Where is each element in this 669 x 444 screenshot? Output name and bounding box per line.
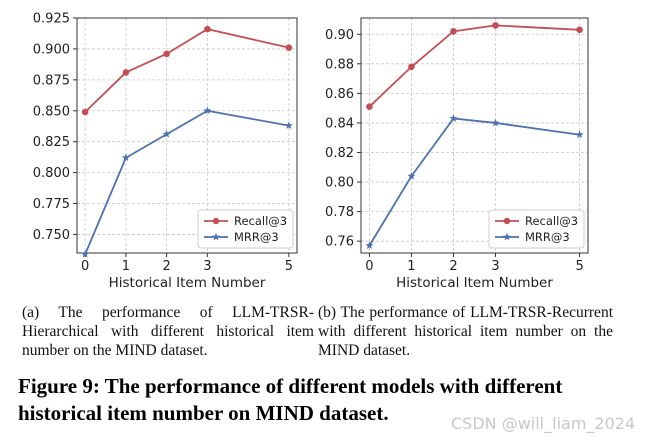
y-tick-label: 0.775 <box>33 197 70 212</box>
data-point-mrr3 <box>81 250 90 258</box>
data-point-recall3 <box>450 28 457 35</box>
legend-box <box>197 209 294 249</box>
data-point-mrr3 <box>365 241 374 250</box>
y-tick-label: 0.82 <box>325 146 354 161</box>
legend-label: MRR@3 <box>234 230 279 244</box>
data-point-mrr3 <box>491 118 500 127</box>
legend-label: MRR@3 <box>525 230 570 244</box>
data-point-mrr3 <box>203 106 212 115</box>
legend-marker <box>503 217 511 225</box>
data-point-recall3 <box>163 50 170 58</box>
subcaption-b: (b) The performance of LLM-TRSR-Recurren… <box>318 304 613 359</box>
data-point-mrr3 <box>284 121 293 129</box>
y-tick-label: 0.800 <box>33 166 70 181</box>
x-tick-label: 5 <box>575 259 583 274</box>
legend-label: Recall@3 <box>234 214 287 228</box>
legend-label: Recall@3 <box>525 214 578 228</box>
y-tick-label: 0.850 <box>33 104 70 119</box>
data-point-recall3 <box>204 25 211 33</box>
data-point-recall3 <box>408 63 415 71</box>
data-point-mrr3 <box>162 130 171 138</box>
chart-a: 0.750 0.775 0.800 0.825 0.850 0.875 0.900 0.925… <box>33 12 298 291</box>
data-point-mrr3 <box>575 130 584 139</box>
figure-caption: Figure 9: The performance of different m… <box>18 374 563 425</box>
plot-frame <box>360 17 589 254</box>
figure-charts: 0.7500.7750.8000.8250.8500.8750.9000.925… <box>33 12 589 291</box>
y-tick-label: 0.750 <box>33 228 70 243</box>
x-tick-label: 3 <box>203 259 211 274</box>
series-line-recall3 <box>84 28 290 113</box>
legend: Recall@3 MRR@3 <box>488 209 585 249</box>
x-tick-label: 1 <box>122 259 130 274</box>
x-tick-label: 0 <box>81 259 89 274</box>
data-point-mrr3 <box>121 153 130 162</box>
x-axis-label: Historical Item Number <box>109 275 266 291</box>
plot-frame <box>76 17 298 254</box>
y-tick-label: 0.88 <box>325 57 354 72</box>
x-tick-label: 0 <box>365 259 373 274</box>
y-tick-label: 0.900 <box>33 42 70 57</box>
data-point-mrr3 <box>407 171 416 180</box>
y-tick-label: 0.86 <box>325 87 354 102</box>
y-tick-label: 0.76 <box>325 235 354 250</box>
data-point-recall3 <box>576 26 583 34</box>
y-tick-label: 0.90 <box>325 28 354 43</box>
data-point-recall3 <box>122 69 130 76</box>
x-tick-label: 2 <box>449 259 457 274</box>
y-tick-label: 0.825 <box>33 135 70 150</box>
subcaption-a: (a) The performance of LLM-TRSR-Hierarch… <box>22 304 314 359</box>
data-point-recall3 <box>366 103 373 110</box>
x-tick-label: 3 <box>491 259 499 274</box>
y-tick-label: 0.925 <box>33 12 70 27</box>
legend-marker <box>212 217 220 225</box>
legend-box <box>488 209 585 249</box>
y-tick-label: 0.80 <box>325 176 354 191</box>
y-tick-label: 0.84 <box>325 116 354 131</box>
x-tick-label: 5 <box>285 259 293 274</box>
data-point-recall3 <box>492 22 499 29</box>
y-tick-label: 0.875 <box>33 73 70 88</box>
legend-marker <box>503 232 511 241</box>
watermark: CSDN @will_liam_2024 <box>451 414 636 433</box>
data-point-mrr3 <box>449 114 458 122</box>
x-tick-label: 2 <box>162 259 170 274</box>
legend-marker <box>212 232 220 241</box>
chart-b: 0.76 0.78 0.80 0.82 0.84 0.86 0.88 0.90 0 1 2 3 5 His… <box>325 17 589 291</box>
data-point-recall3 <box>285 44 293 51</box>
legend: Recall@3 MRR@3 <box>197 209 294 249</box>
x-axis-label: Historical Item Number <box>396 275 553 291</box>
data-point-recall3 <box>81 108 89 116</box>
y-tick-label: 0.78 <box>325 205 354 220</box>
x-tick-label: 1 <box>407 259 415 274</box>
series-line-recall3 <box>368 24 580 108</box>
